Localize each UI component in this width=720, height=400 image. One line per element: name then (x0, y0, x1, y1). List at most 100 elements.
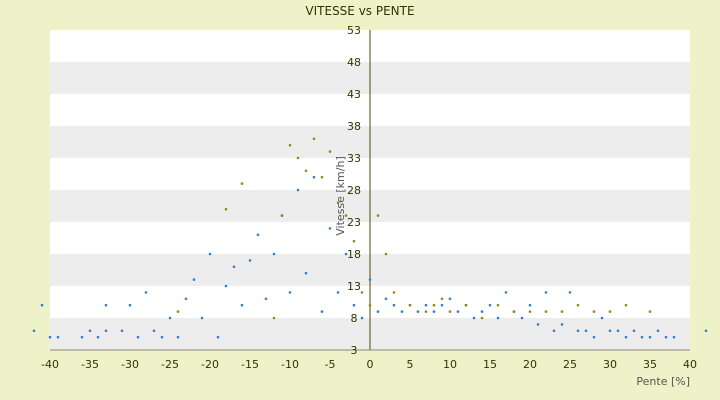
scatter-point-series-1 (128, 303, 132, 307)
x-tick-label: 35 (643, 358, 657, 371)
scatter-point-series-1 (296, 188, 300, 192)
scatter-point-series-1 (344, 252, 348, 256)
scatter-point-series-1 (40, 303, 44, 307)
scatter-point-series-1 (528, 303, 532, 307)
scatter-point-series-2 (544, 310, 548, 313)
scatter-point-series-1 (432, 310, 436, 313)
scatter-point-series-1 (600, 316, 604, 320)
scatter-point-series-1 (608, 329, 612, 333)
x-tick-label: 20 (523, 358, 537, 371)
scatter-point-series-1 (544, 291, 548, 294)
scatter-point-series-1 (232, 265, 236, 269)
scatter-point-series-1 (328, 227, 332, 230)
scatter-point-series-2 (224, 207, 228, 211)
scatter-point-series-1 (376, 310, 380, 313)
y-tick-label: 23 (347, 216, 361, 229)
scatter-point-series-1 (168, 316, 172, 320)
scatter-point-series-2 (648, 310, 652, 313)
scatter-point-series-2 (288, 143, 292, 147)
scatter-point-series-1 (368, 278, 372, 281)
scatter-point-series-1 (448, 297, 452, 301)
scatter-point-series-2 (352, 239, 356, 243)
scatter-point-series-2 (592, 310, 596, 313)
scatter-point-series-1 (240, 303, 244, 307)
scatter-point-series-2 (280, 214, 284, 217)
scatter-point-series-1 (568, 291, 572, 294)
y-tick-label: 3 (351, 344, 358, 357)
scatter-point-series-1 (32, 329, 36, 333)
y-axis-label: Vitesse [km/h] (334, 156, 347, 236)
scatter-point-series-1 (352, 303, 356, 307)
scatter-point-series-1 (416, 310, 420, 313)
scatter-point-series-1 (264, 297, 268, 301)
scatter-point-series-2 (528, 310, 532, 313)
scatter-point-series-1 (160, 335, 164, 339)
x-tick-label: 5 (407, 358, 414, 371)
scatter-point-series-1 (520, 316, 524, 320)
scatter-point-series-1 (632, 329, 636, 333)
scatter-point-series-2 (296, 156, 300, 160)
scatter-point-series-2 (392, 291, 396, 294)
y-tick-label: 13 (347, 280, 361, 293)
y-tick-label: 18 (347, 248, 361, 261)
scatter-point-series-1 (144, 291, 148, 294)
scatter-point-series-2 (512, 310, 516, 313)
x-tick-label: 30 (603, 358, 617, 371)
scatter-point-series-1 (96, 335, 100, 339)
scatter-point-series-1 (584, 329, 588, 333)
scatter-point-series-2 (608, 310, 612, 313)
scatter-point-series-2 (240, 182, 244, 185)
scatter-point-series-1 (656, 329, 660, 333)
scatter-point-series-1 (648, 335, 652, 339)
scatter-point-series-2 (272, 316, 276, 320)
scatter-point-series-1 (56, 335, 60, 339)
x-tick-label: -30 (121, 358, 139, 371)
scatter-point-series-1 (664, 335, 668, 339)
scatter-point-series-1 (472, 316, 476, 320)
scatter-point-series-1 (592, 335, 596, 339)
scatter-point-series-1 (288, 291, 292, 294)
scatter-point-series-1 (256, 233, 260, 237)
scatter-point-series-1 (88, 329, 92, 333)
scatter-point-series-2 (304, 169, 308, 173)
x-tick-label: 40 (683, 358, 697, 371)
scatter-point-series-1 (272, 252, 276, 256)
x-tick-label: 10 (443, 358, 457, 371)
scatter-point-series-1 (184, 297, 188, 301)
scatter-point-series-1 (576, 329, 580, 333)
scatter-point-series-2 (344, 214, 348, 217)
scatter-point-series-1 (536, 323, 540, 326)
scatter-point-series-1 (192, 278, 196, 281)
scatter-point-series-1 (616, 329, 620, 333)
scatter-point-series-2 (424, 310, 428, 313)
scatter-point-series-1 (672, 335, 676, 339)
scatter-point-series-1 (640, 335, 644, 339)
scatter-point-series-1 (136, 335, 140, 339)
scatter-point-series-2 (376, 214, 380, 217)
scatter-point-series-2 (440, 297, 444, 301)
scatter-point-series-1 (120, 329, 124, 333)
scatter-point-series-1 (488, 303, 492, 307)
scatter-point-series-2 (576, 303, 580, 307)
scatter-point-series-1 (560, 323, 564, 326)
scatter-point-series-1 (104, 329, 108, 333)
scatter-point-series-1 (384, 297, 388, 301)
scatter-point-series-1 (248, 259, 252, 262)
x-tick-label: -5 (325, 358, 336, 371)
scatter-point-series-2 (496, 303, 500, 307)
scatter-point-series-1 (392, 303, 396, 307)
x-tick-label: 0 (367, 358, 374, 371)
scatter-point-series-2 (432, 303, 436, 307)
scatter-point-series-1 (360, 316, 364, 320)
chart-title: VITESSE vs PENTE (305, 4, 414, 18)
scatter-point-series-1 (496, 316, 500, 320)
y-tick-label: 38 (347, 120, 361, 133)
scatter-point-series-1 (320, 310, 324, 313)
scatter-point-series-1 (704, 329, 708, 333)
scatter-point-series-2 (328, 150, 332, 153)
scatter-point-series-2 (464, 303, 468, 307)
y-tick-label: 48 (347, 56, 361, 69)
scatter-point-series-1 (152, 329, 156, 333)
